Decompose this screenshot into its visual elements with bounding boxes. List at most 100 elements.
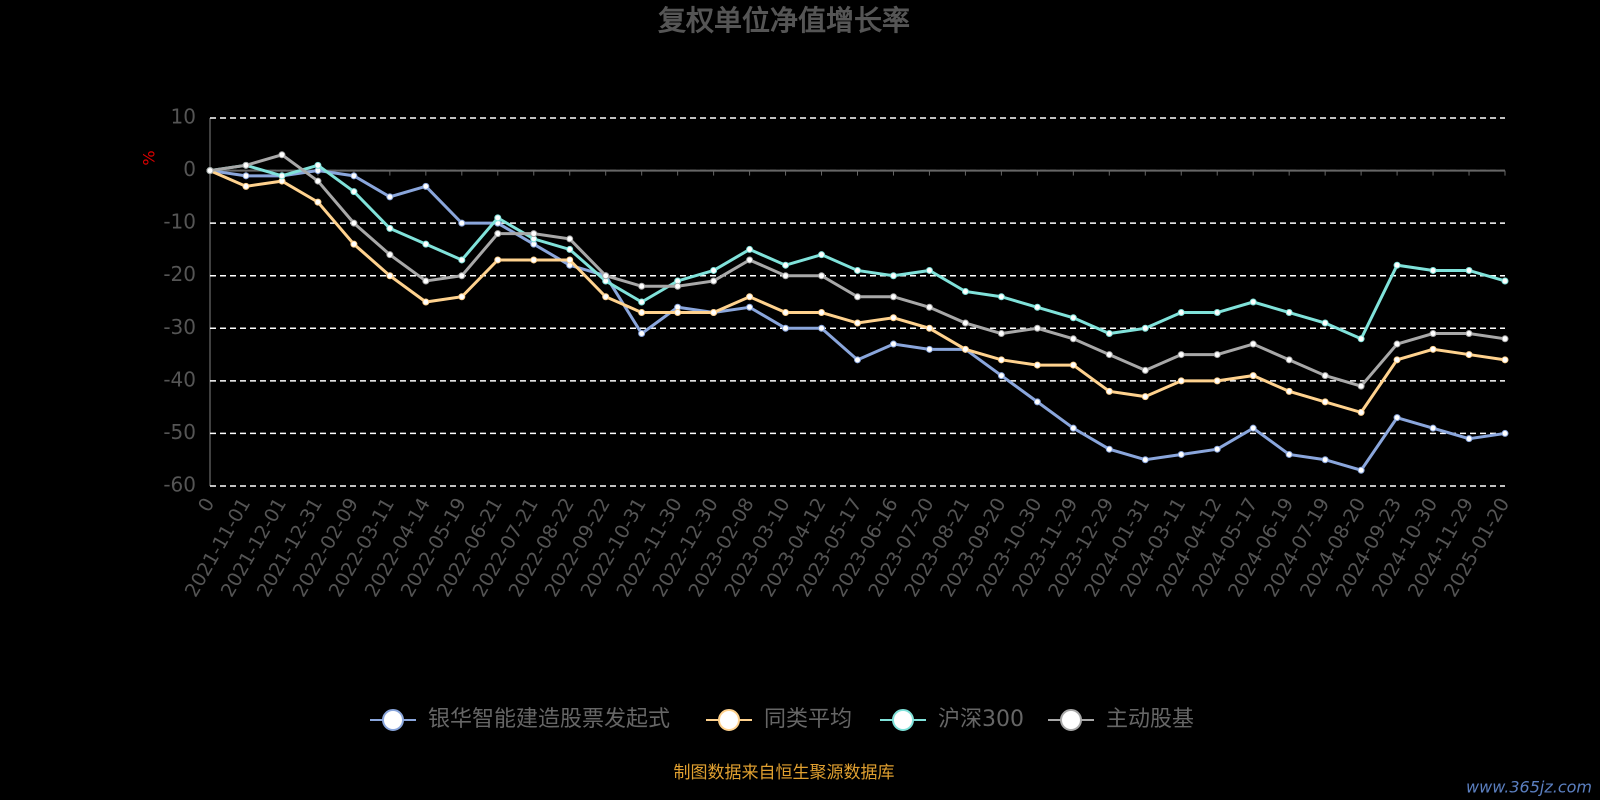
legend-marker bbox=[718, 709, 740, 731]
point bbox=[638, 309, 646, 317]
point bbox=[422, 182, 430, 190]
point bbox=[422, 277, 430, 285]
point bbox=[1321, 456, 1329, 464]
legend-label: 沪深300 bbox=[938, 707, 1024, 732]
point bbox=[242, 161, 250, 169]
point bbox=[710, 309, 718, 317]
point bbox=[1069, 314, 1077, 322]
point bbox=[1105, 330, 1113, 338]
point bbox=[1249, 424, 1257, 432]
footer: 制图数据来自恒生聚源数据库 bbox=[674, 763, 895, 783]
point bbox=[566, 256, 574, 264]
y-tick-label: -20 bbox=[163, 262, 196, 286]
point bbox=[278, 151, 286, 159]
point bbox=[242, 172, 250, 180]
point bbox=[1357, 408, 1365, 416]
point bbox=[710, 266, 718, 274]
point bbox=[1105, 387, 1113, 395]
point bbox=[997, 330, 1005, 338]
point bbox=[1321, 372, 1329, 380]
point bbox=[1177, 351, 1185, 359]
point bbox=[925, 345, 933, 353]
point bbox=[889, 272, 897, 280]
point bbox=[1177, 309, 1185, 317]
point bbox=[889, 293, 897, 301]
point bbox=[997, 356, 1005, 364]
point bbox=[961, 345, 969, 353]
point bbox=[818, 272, 826, 280]
point bbox=[782, 272, 790, 280]
point bbox=[854, 266, 861, 274]
point bbox=[889, 340, 897, 348]
point bbox=[1285, 387, 1293, 395]
point bbox=[1393, 261, 1401, 269]
point bbox=[638, 298, 646, 306]
point bbox=[1465, 435, 1473, 443]
point bbox=[350, 219, 358, 227]
point bbox=[530, 230, 538, 238]
point bbox=[458, 256, 466, 264]
point bbox=[494, 256, 502, 264]
point bbox=[1141, 324, 1149, 332]
point bbox=[1033, 303, 1041, 311]
point bbox=[1213, 445, 1221, 453]
y-tick-label: -10 bbox=[163, 210, 196, 234]
point bbox=[386, 224, 394, 232]
point bbox=[1357, 382, 1365, 390]
point bbox=[1141, 393, 1149, 401]
point bbox=[494, 230, 502, 238]
chart-title: 复权单位净值增长率 bbox=[658, 4, 910, 37]
point bbox=[1285, 450, 1293, 458]
point bbox=[1213, 377, 1221, 385]
point bbox=[818, 324, 826, 332]
point bbox=[566, 235, 574, 243]
point bbox=[746, 303, 754, 311]
point bbox=[1249, 372, 1257, 380]
point bbox=[278, 172, 286, 180]
point bbox=[782, 261, 790, 269]
point bbox=[1465, 330, 1473, 338]
legend-label: 主动股基 bbox=[1106, 707, 1194, 732]
point bbox=[961, 319, 969, 327]
y-tick-label: -50 bbox=[163, 420, 196, 444]
point bbox=[638, 330, 646, 338]
legend-marker bbox=[892, 709, 914, 731]
legend-label: 银华智能建造股票发起式 bbox=[428, 707, 670, 732]
point bbox=[1429, 345, 1437, 353]
point bbox=[386, 193, 394, 201]
point bbox=[1177, 377, 1185, 385]
point bbox=[458, 219, 466, 227]
point bbox=[1501, 277, 1509, 285]
point bbox=[746, 256, 754, 264]
watermark: www.365jz.com bbox=[1466, 778, 1592, 797]
point bbox=[1033, 398, 1041, 406]
point bbox=[350, 172, 358, 180]
point bbox=[1501, 335, 1509, 343]
point bbox=[1429, 330, 1437, 338]
point bbox=[818, 251, 826, 259]
point bbox=[206, 167, 214, 175]
point bbox=[422, 240, 430, 248]
point bbox=[674, 282, 682, 290]
point bbox=[1357, 335, 1365, 343]
y-tick-label: -30 bbox=[163, 315, 196, 339]
point bbox=[350, 240, 358, 248]
point bbox=[961, 287, 969, 295]
point bbox=[997, 293, 1005, 301]
point bbox=[1321, 398, 1329, 406]
point bbox=[854, 319, 861, 327]
point bbox=[1069, 361, 1077, 369]
point bbox=[1285, 356, 1293, 364]
point bbox=[314, 198, 322, 206]
point bbox=[1429, 424, 1437, 432]
point bbox=[1501, 429, 1509, 437]
legend-marker bbox=[1060, 709, 1082, 731]
point bbox=[566, 245, 574, 253]
point bbox=[1465, 351, 1473, 359]
y-axis-label: % bbox=[140, 150, 159, 165]
y-tick-label: -40 bbox=[163, 367, 196, 391]
point bbox=[530, 256, 538, 264]
point bbox=[1285, 309, 1293, 317]
